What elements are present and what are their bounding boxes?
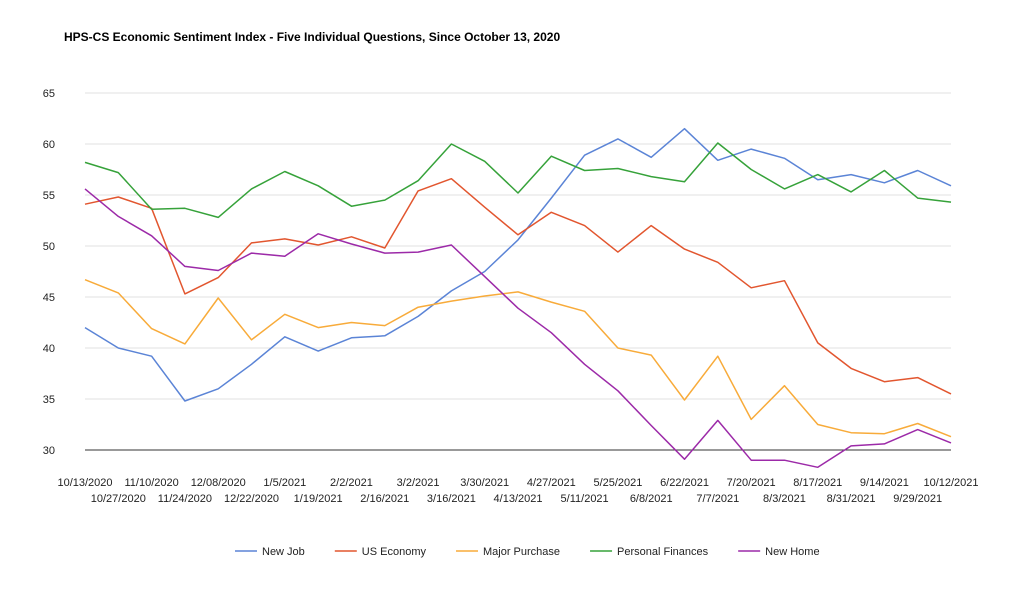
x-tick-label: 2/16/2021 [360,493,409,505]
x-tick-label: 11/10/2020 [124,477,178,489]
y-tick-label: 60 [43,139,55,151]
y-tick-label: 55 [43,190,55,202]
y-tick-label: 30 [43,445,55,457]
x-tick-label: 1/5/2021 [263,477,306,489]
x-tick-label: 5/11/2021 [561,493,609,505]
x-tick-label: 7/20/2021 [727,477,776,489]
legend-label: Major Purchase [483,546,560,558]
x-tick-label: 7/7/2021 [696,493,739,505]
x-tick-label: 8/17/2021 [793,477,842,489]
y-tick-label: 65 [43,88,55,100]
y-tick-label: 45 [43,292,55,304]
x-tick-label: 8/31/2021 [827,493,876,505]
x-tick-label: 2/2/2021 [330,477,373,489]
x-tick-label: 8/3/2021 [763,493,806,505]
x-tick-label: 10/13/2020 [57,477,112,489]
x-tick-label: 12/08/2020 [191,477,246,489]
series-line-personal-finances [84,142,952,219]
x-tick-label: 12/22/2020 [224,493,279,505]
series-line-major-purchase [84,279,952,438]
x-tick-label: 3/2/2021 [397,477,440,489]
x-tick-label: 11/24/2020 [158,493,212,505]
x-tick-label: 4/27/2021 [527,477,576,489]
series-line-new-home [84,188,952,469]
x-tick-label: 10/12/2021 [923,477,978,489]
legend-item: New Home [738,546,820,558]
x-tick-label: 3/16/2021 [427,493,476,505]
legend-item: US Economy [334,546,427,558]
x-tick-label: 9/14/2021 [860,477,909,489]
legend-item: Personal Finances [590,546,709,558]
x-tick-label: 4/13/2021 [494,493,543,505]
y-tick-label: 35 [43,394,55,406]
legend-item: Major Purchase [456,546,560,558]
legend-label: US Economy [362,546,427,558]
x-tick-label: 10/27/2020 [91,493,146,505]
legend-item: New Job [235,546,305,558]
chart-title: HPS-CS Economic Sentiment Index - Five I… [64,30,561,44]
legend-label: New Home [765,546,819,558]
series-line-new-job [84,127,952,402]
x-tick-label: 3/30/2021 [460,477,509,489]
x-tick-label: 5/25/2021 [593,477,642,489]
x-tick-label: 6/8/2021 [630,493,673,505]
x-tick-label: 6/22/2021 [660,477,709,489]
legend-label: Personal Finances [617,546,709,558]
x-tick-label: 1/19/2021 [294,493,343,505]
y-tick-label: 40 [43,343,55,355]
y-tick-label: 50 [43,241,55,253]
legend-label: New Job [262,546,305,558]
x-tick-label: 9/29/2021 [893,493,942,505]
series-line-us-economy [84,177,952,395]
